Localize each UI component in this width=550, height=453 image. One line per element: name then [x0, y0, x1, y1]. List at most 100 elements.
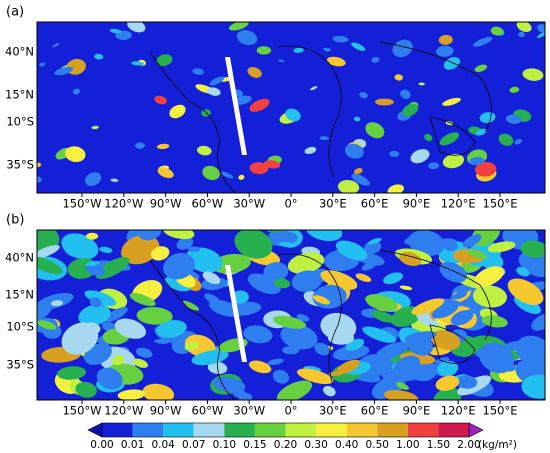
precip-patch [450, 292, 468, 300]
precip-patch [154, 338, 170, 344]
coastline [149, 249, 492, 400]
colorbar-box [132, 423, 164, 437]
precip-patch [169, 104, 186, 119]
lat-label: 35°S [6, 158, 34, 172]
precip-patch [475, 128, 487, 136]
precip-patch [274, 278, 291, 289]
precip-patch [304, 146, 317, 155]
colorbar-tick-label: 0.15 [243, 439, 266, 451]
precip-patch [404, 233, 425, 245]
precip-patch [479, 112, 496, 123]
precip-patch [229, 22, 249, 31]
precip-patch [399, 251, 422, 266]
precip-patch [442, 97, 461, 106]
precip-patch [433, 387, 462, 400]
lon-label: 120°W [104, 197, 143, 211]
precip-patch [515, 335, 545, 367]
lon-label: 0° [284, 404, 297, 418]
precip-patch [361, 261, 377, 271]
precip-patch [121, 234, 160, 265]
colorbar-tick-label: 1.50 [427, 439, 450, 451]
precip-patch [129, 293, 156, 307]
precip-patch [475, 162, 497, 177]
precip-patch [400, 89, 411, 99]
precip-patch [109, 28, 122, 34]
colorbar-tick-label: 0.04 [151, 439, 175, 451]
lon-label: 150°E [483, 404, 518, 418]
precip-patch [536, 31, 545, 38]
precip-patch [263, 262, 289, 282]
precip-patch [439, 132, 460, 146]
lon-label: 0° [284, 197, 297, 211]
precip-patch [392, 39, 413, 58]
colorbar-tick-label: 0.01 [121, 439, 144, 451]
precip-patch [89, 297, 102, 308]
lon-label: 120°W [104, 404, 143, 418]
lon-label: 60°E [361, 404, 389, 418]
precip-patch [39, 62, 46, 67]
colorbar-frame [101, 422, 470, 438]
precip-patch [112, 355, 125, 366]
swath-gap [225, 57, 247, 155]
precip-patch [37, 320, 57, 330]
precip-patch [401, 368, 423, 382]
colorbar-box [438, 423, 469, 437]
precip-patch [495, 358, 516, 372]
colorbar-tick-label: 0.30 [304, 439, 327, 451]
lat-label: 15°N [5, 288, 34, 302]
colorbar-box [346, 423, 378, 437]
precip-patch [456, 285, 472, 296]
colorbar-tick-label: 0.00 [90, 439, 113, 451]
precip-patch [37, 256, 63, 275]
lon-label: 90°W [150, 404, 182, 418]
precip-patch [323, 385, 336, 397]
precip-patch [520, 240, 545, 258]
precip-patch [383, 272, 403, 285]
map-background [37, 22, 545, 193]
lon-label: 60°W [192, 404, 224, 418]
lat-label: 15°N [5, 88, 34, 102]
colorbar-tick-label: 2.00 [457, 439, 480, 451]
precip-patch [445, 121, 454, 126]
colorbar: 0.00 0.01 0.04 0.07 0.10 0.15 0.20 0.30 0.40 0.50… [87, 422, 517, 451]
colorbar-tick-label: 0.40 [335, 439, 358, 451]
precip-patch [202, 165, 220, 181]
precip-patch [411, 298, 445, 315]
precip-patch [277, 59, 285, 63]
colorbar-tick-label: 0.50 [366, 439, 389, 451]
precip-patch [297, 368, 334, 385]
lon-label: 60°E [361, 197, 389, 211]
precip-patch [291, 270, 323, 292]
precip-patch [287, 252, 325, 274]
precip-patch [234, 230, 273, 259]
precip-patch [220, 171, 234, 179]
precip-patch [282, 346, 300, 355]
precip-patch [461, 308, 477, 317]
precip-patch [431, 303, 459, 319]
precip-patch [469, 157, 485, 166]
precip-patch [103, 306, 128, 323]
precip-patch [344, 143, 364, 159]
precip-patch [182, 300, 200, 311]
precip-patch [337, 179, 360, 193]
precip-patch [184, 341, 199, 351]
map [37, 22, 545, 193]
precip-patch [156, 143, 170, 150]
precip-patch [94, 53, 104, 60]
colorbar-box [224, 423, 255, 437]
precip-patch [267, 358, 284, 366]
precip-patch [247, 67, 262, 78]
colorbar-box [407, 423, 439, 437]
precip-patch [430, 330, 461, 350]
precip-patch [272, 369, 290, 384]
colorbar-box [102, 423, 133, 437]
precip-patch [359, 92, 368, 99]
precip-patch [187, 246, 201, 252]
precip-patch [509, 86, 520, 93]
precip-patch [156, 320, 187, 338]
precip-patch [263, 160, 281, 169]
precip-patch [367, 238, 382, 245]
precip-patch [163, 230, 195, 240]
lat-label: 10°S [6, 115, 34, 129]
